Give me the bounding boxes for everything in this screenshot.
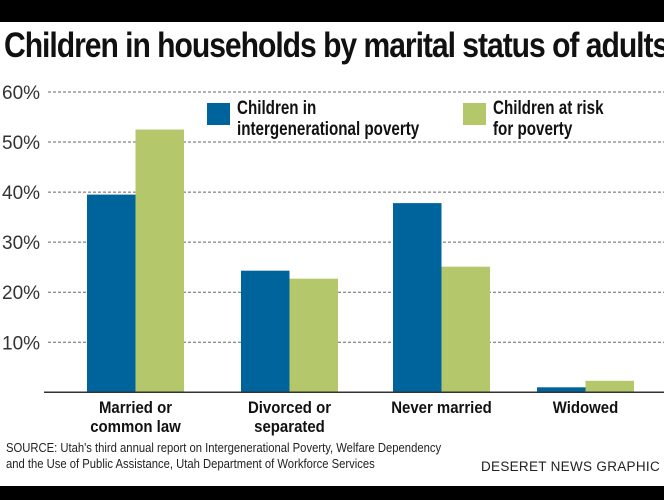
y-tick-label: 50% bbox=[2, 133, 40, 154]
legend-label: intergenerational poverty bbox=[237, 117, 420, 139]
y-tick-label: 60% bbox=[2, 83, 40, 104]
bottom-black-band bbox=[0, 486, 664, 500]
y-tick-label: 10% bbox=[2, 333, 40, 354]
bar-intergenerational bbox=[393, 203, 442, 393]
x-category-label: Never married bbox=[391, 399, 492, 417]
bar-intergenerational bbox=[537, 387, 586, 393]
y-tick-label: 20% bbox=[2, 283, 40, 304]
y-tick-label: 30% bbox=[2, 233, 40, 254]
x-category-label: Divorced or bbox=[248, 399, 331, 417]
legend-swatch bbox=[463, 103, 486, 125]
bar-intergenerational bbox=[87, 194, 136, 393]
bar-at-risk bbox=[585, 380, 634, 393]
x-category-label: separated bbox=[254, 418, 325, 436]
source-line: and the Use of Public Assistance, Utah D… bbox=[6, 457, 375, 471]
x-category-label: Widowed bbox=[553, 399, 618, 417]
legend-swatch bbox=[207, 103, 230, 125]
legend-label: Children in bbox=[237, 96, 316, 118]
y-tick-label: 40% bbox=[2, 183, 40, 204]
source-note: SOURCE: Utah's third annual report on In… bbox=[6, 440, 441, 472]
legend-label: Children at risk bbox=[493, 96, 604, 118]
x-category-label: Married or bbox=[99, 399, 172, 417]
bar-at-risk bbox=[289, 278, 338, 393]
legend-label: for poverty bbox=[493, 117, 573, 139]
bar-intergenerational bbox=[241, 270, 290, 393]
x-category-label: common law bbox=[90, 418, 181, 436]
chart-title: Children in households by marital status… bbox=[4, 26, 664, 65]
source-line: SOURCE: Utah's third annual report on In… bbox=[6, 441, 442, 455]
top-black-band bbox=[0, 0, 664, 22]
bar-at-risk bbox=[135, 129, 184, 393]
bar-at-risk bbox=[441, 266, 490, 393]
credit: DESERET NEWS GRAPHIC bbox=[480, 459, 660, 474]
